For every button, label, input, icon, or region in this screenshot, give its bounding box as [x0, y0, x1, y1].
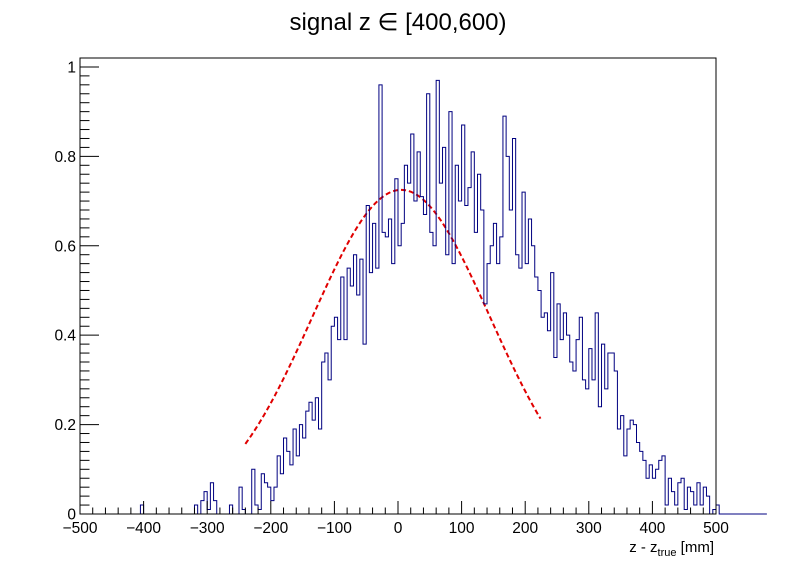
y-tick-label: 1 [67, 59, 76, 76]
y-tick-label: 0.6 [54, 238, 76, 255]
y-tick-label: 0.2 [54, 417, 76, 434]
x-axis: −500 −400 −300 −200 −100 0 100 200 300 400 500 [63, 501, 729, 537]
x-tick-label: 300 [576, 520, 602, 537]
x-tick-label: −200 [253, 520, 288, 537]
fit-curve [244, 188, 542, 445]
plot-frame [79, 57, 717, 515]
x-tick-label: 500 [703, 520, 729, 537]
x-tick-label: −400 [126, 520, 161, 537]
chart-title: signal z ∈ [400,600) [289, 9, 506, 36]
x-tick-label: 400 [639, 520, 665, 537]
x-tick-label: 0 [394, 520, 403, 537]
y-tick-label: 0 [67, 507, 76, 524]
histogram-bars [80, 79, 767, 515]
y-tick-label: 0.4 [54, 328, 76, 345]
plot-area [79, 57, 767, 515]
x-tick-label: −300 [190, 520, 225, 537]
x-tick-label: −100 [317, 520, 352, 537]
y-tick-label: 0.8 [54, 149, 76, 166]
x-axis-label: z - ztrue [mm] [629, 539, 714, 559]
y-axis: 0 0.2 0.4 0.6 0.8 1 [54, 59, 99, 524]
x-tick-label: 200 [512, 520, 538, 537]
x-tick-label: 100 [449, 520, 475, 537]
x-tick-label: −500 [63, 520, 98, 537]
